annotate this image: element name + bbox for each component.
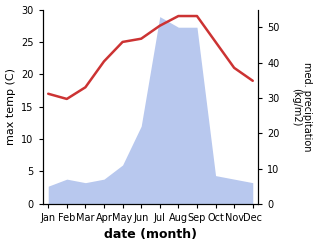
- X-axis label: date (month): date (month): [104, 228, 197, 242]
- Y-axis label: max temp (C): max temp (C): [5, 68, 16, 145]
- Y-axis label: med. precipitation
(kg/m2): med. precipitation (kg/m2): [291, 62, 313, 151]
